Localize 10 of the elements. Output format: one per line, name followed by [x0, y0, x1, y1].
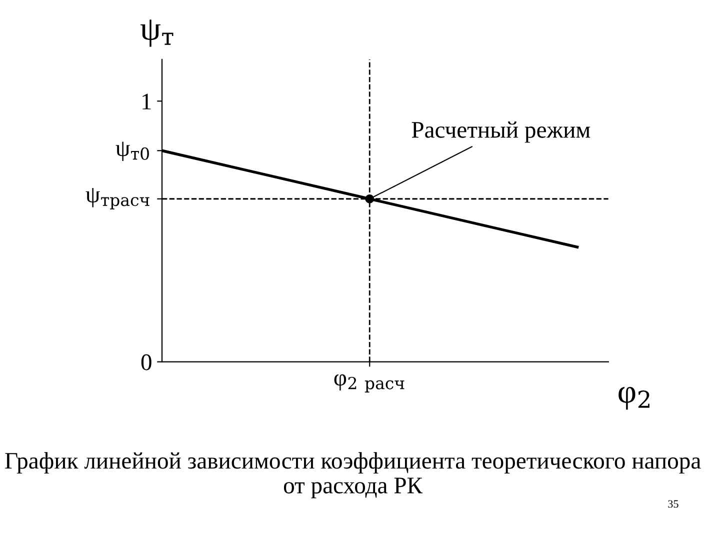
y-tick-label: 1 — [142, 94, 151, 110]
x-axis-title: φ$_{2}$ — [618, 386, 650, 410]
annotation: Расчетный режим — [412, 121, 590, 143]
text: График линейной зависимости коэффициента теоретического напора от расхода РК — [5, 452, 701, 498]
y-axis-title: ψ$_{т}$ — [140, 20, 174, 47]
ref-line-label: ψ$_{трасч}$ — [86, 188, 150, 210]
y-tick-label: 0 — [141, 354, 152, 370]
x-tick-label: φ$_{2 расч}$ — [334, 374, 404, 393]
text: 35 — [668, 500, 678, 508]
text: ψ$_{т0}$ — [116, 142, 149, 161]
